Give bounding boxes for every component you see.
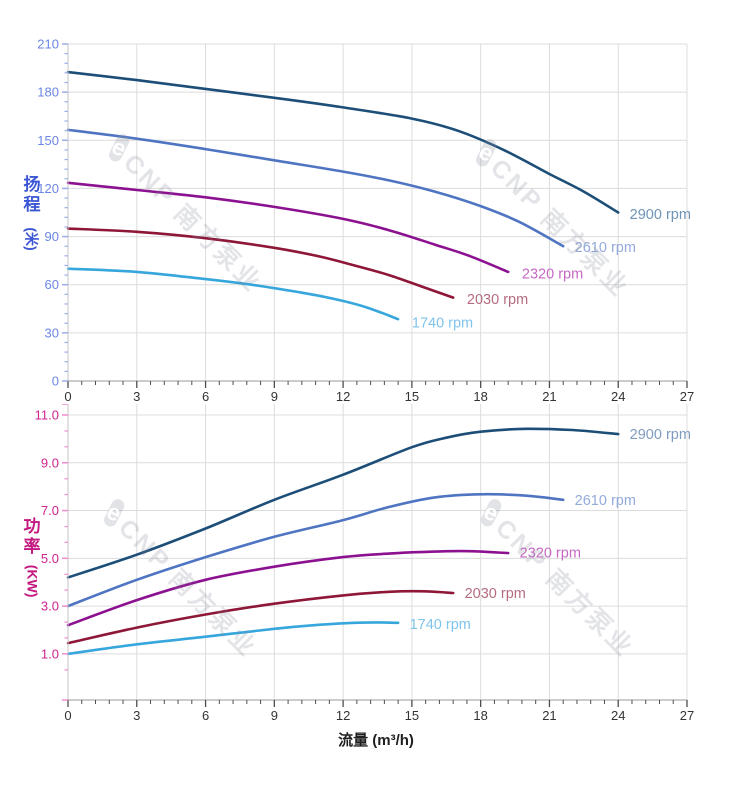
x-tick-label: 24 bbox=[611, 389, 625, 404]
x-tick-label: 3 bbox=[133, 708, 140, 723]
flow-axis-title: 流量 (m³/h) bbox=[338, 732, 414, 749]
curve-1740-rpm bbox=[66, 621, 400, 656]
x-tick-label: 9 bbox=[271, 389, 278, 404]
curve-2900-rpm bbox=[66, 427, 620, 579]
y-tick-label: 11.0 bbox=[35, 407, 59, 422]
curve-2320-rpm bbox=[66, 549, 510, 627]
y-tick-label: 60 bbox=[45, 277, 59, 292]
y-tick-label: 150 bbox=[37, 133, 59, 148]
y-tick-label: 7.0 bbox=[41, 503, 59, 518]
x-tick-label: 12 bbox=[336, 708, 350, 723]
y-tick-label: 9.0 bbox=[41, 455, 59, 470]
series-label-2030-rpm: 2030 rpm bbox=[465, 586, 526, 602]
curve-2030-rpm bbox=[66, 227, 455, 299]
y-tick-label: 1.0 bbox=[41, 646, 59, 661]
series-label-2320-rpm: 2320 rpm bbox=[522, 266, 583, 282]
x-tick-label: 24 bbox=[611, 708, 625, 723]
x-tick-label: 18 bbox=[473, 708, 487, 723]
y-tick-label: 3.0 bbox=[41, 599, 59, 614]
x-tick-label: 3 bbox=[133, 389, 140, 404]
x-tick-label: 0 bbox=[64, 708, 71, 723]
y-tick-label: 90 bbox=[45, 229, 59, 244]
curve-2030-rpm bbox=[66, 589, 455, 645]
x-tick-label: 12 bbox=[336, 389, 350, 404]
head-axis-title-char: 程 bbox=[23, 194, 41, 214]
curve-2900-rpm bbox=[66, 70, 620, 214]
power-axis-unit: (KW) bbox=[24, 564, 41, 598]
series-label-1740-rpm: 1740 rpm bbox=[410, 617, 471, 633]
y-tick-label: 180 bbox=[37, 85, 59, 100]
series-label-2900-rpm: 2900 rpm bbox=[630, 207, 691, 223]
y-tick-label: 30 bbox=[45, 325, 59, 340]
head-chart: 0 3 6 9 12 15 18 21 24 27 0 30 60 90 120 150 180 210 2900 … bbox=[37, 37, 694, 405]
x-tick-label: 27 bbox=[680, 389, 694, 404]
power-axis-title-char: 功 bbox=[23, 517, 41, 536]
x-tick-label: 0 bbox=[64, 389, 71, 404]
power-axis-title: 功 率 (KW) bbox=[19, 517, 45, 597]
head-axis-unit: (米) bbox=[24, 227, 41, 251]
x-tick-label: 18 bbox=[473, 389, 487, 404]
curve-2320-rpm bbox=[66, 181, 510, 274]
series-label-2900-rpm: 2900 rpm bbox=[630, 427, 691, 443]
x-tick-label: 6 bbox=[202, 389, 209, 404]
y-tick-label: 120 bbox=[37, 181, 59, 196]
series-label-2320-rpm: 2320 rpm bbox=[520, 545, 581, 561]
series-label-2610-rpm: 2610 rpm bbox=[575, 240, 636, 256]
y-tick-label: 5.0 bbox=[41, 551, 59, 566]
x-tick-label: 21 bbox=[542, 389, 556, 404]
x-tick-label: 6 bbox=[202, 708, 209, 723]
x-tick-label: 27 bbox=[680, 708, 694, 723]
head-axis-title: 扬 程 (米) bbox=[19, 175, 45, 251]
power-chart: 0 3 6 9 12 15 18 21 24 27 1.0 3.0 5.0 7.0 9.0 11.0 2900 … bbox=[35, 404, 694, 723]
x-tick-label: 15 bbox=[405, 389, 419, 404]
head-axis-title-char: 扬 bbox=[23, 175, 41, 194]
curve-2610-rpm bbox=[66, 128, 565, 248]
x-tick-label: 21 bbox=[542, 708, 556, 723]
y-tick-label: 0 bbox=[52, 374, 59, 389]
series-label-2610-rpm: 2610 rpm bbox=[575, 493, 636, 509]
x-tick-label: 15 bbox=[405, 708, 419, 723]
curve-1740-rpm bbox=[66, 267, 400, 321]
series-label-1740-rpm: 1740 rpm bbox=[412, 315, 473, 331]
power-axis-title-char: 率 bbox=[23, 536, 41, 556]
x-tick-label: 9 bbox=[271, 708, 278, 723]
series-label-2030-rpm: 2030 rpm bbox=[467, 292, 528, 308]
y-tick-label: 210 bbox=[37, 37, 59, 52]
curve-2610-rpm bbox=[66, 492, 565, 608]
